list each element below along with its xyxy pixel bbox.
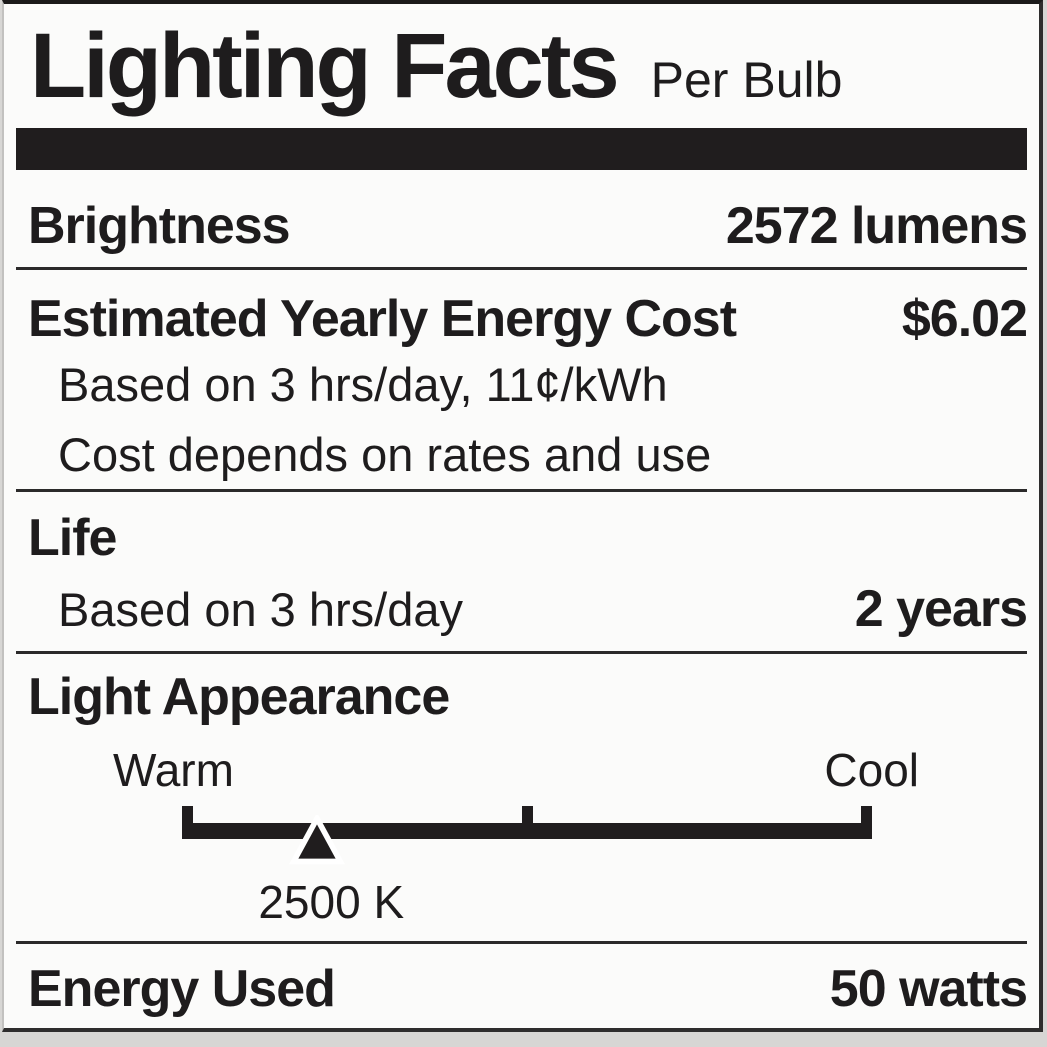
energy-cost-value: $6.02 (901, 290, 1028, 348)
warm-cool-labels: Warm Cool (16, 747, 1027, 793)
life-value: 2 years (854, 580, 1028, 638)
brightness-value: 2572 lumens (725, 197, 1028, 255)
cct-value: 2500 K (258, 876, 405, 928)
warm-label: Warm (113, 744, 234, 796)
cool-label: Cool (824, 744, 919, 796)
label-title: Lighting Facts (30, 15, 620, 117)
scale-tick-right (861, 806, 872, 839)
cct-value-row: 2500 K (16, 879, 1027, 925)
brightness-row: Brightness 2572 lumens (16, 197, 1028, 255)
energy-cost-basis: Based on 3 hrs/day, 11¢/kWh (58, 358, 668, 411)
label-subtitle: Per Bulb (650, 52, 843, 108)
scale-tick-left (182, 806, 193, 839)
label-header: Lighting Facts Per Bulb (4, 4, 1039, 116)
energy-cost-label: Estimated Yearly Energy Cost (28, 290, 737, 348)
life-row: Based on 3 hrs/day 2 years (16, 580, 1028, 638)
life-basis: Based on 3 hrs/day (58, 583, 463, 636)
divider (16, 651, 1027, 654)
cct-marker-triangle-icon (289, 815, 346, 865)
energy-used-value: 50 watts (829, 960, 1028, 1018)
light-appearance-scale (16, 806, 1027, 865)
brightness-label: Brightness (28, 197, 291, 255)
scale-tick-middle (522, 806, 533, 839)
header-separator-bar (16, 128, 1027, 170)
energy-cost-row: Estimated Yearly Energy Cost $6.02 (16, 290, 1028, 348)
light-appearance-label: Light Appearance (28, 668, 450, 726)
life-label: Life (28, 509, 117, 567)
divider (16, 489, 1027, 492)
divider (16, 941, 1027, 944)
energy-cost-disclaimer: Cost depends on rates and use (58, 428, 712, 481)
energy-used-label: Energy Used (28, 960, 336, 1018)
divider (16, 267, 1027, 270)
energy-used-row: Energy Used 50 watts (16, 960, 1028, 1018)
